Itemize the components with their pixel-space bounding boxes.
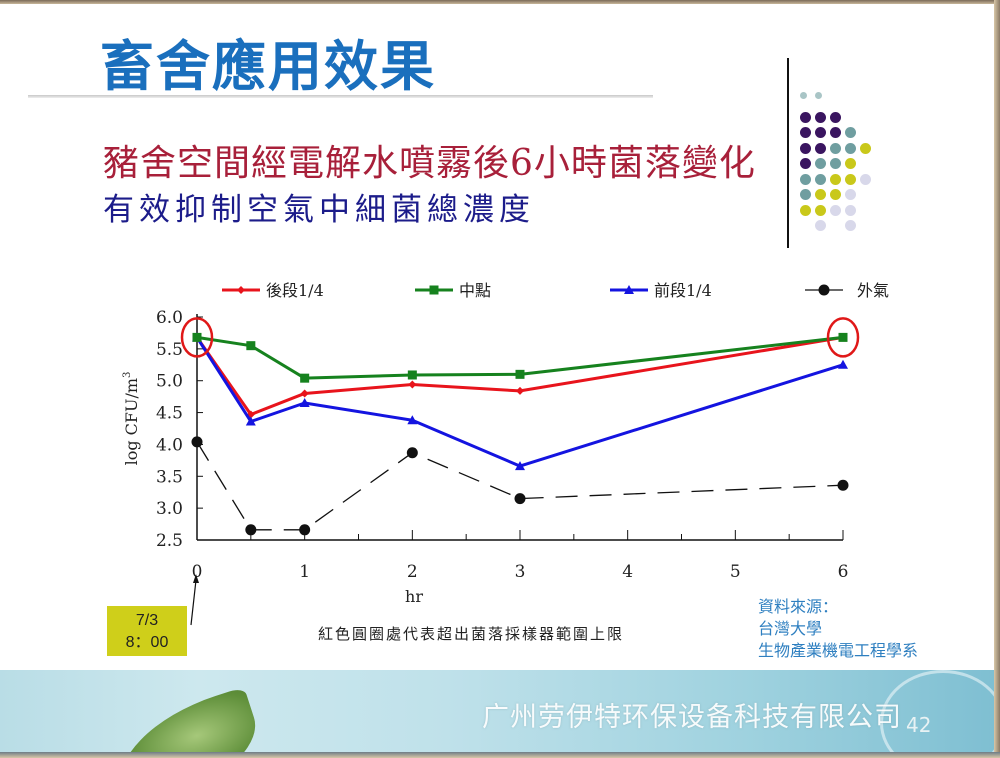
x-tick-label: 5: [730, 562, 741, 582]
leaf-image: [101, 686, 269, 752]
y-tick-label: 3.0: [156, 499, 183, 519]
start-time: 8：00: [125, 634, 169, 651]
decorative-dot: [815, 158, 826, 169]
start-date: 7/3: [135, 612, 159, 629]
x-tick-label: 3: [515, 562, 526, 582]
decorative-dot: [815, 142, 826, 154]
footer-banner: [0, 670, 994, 752]
chart-series: [191, 332, 849, 536]
decorative-dot: [815, 92, 822, 99]
decorative-dot: [845, 127, 856, 138]
decorative-dot: [815, 204, 826, 216]
decorative-dot: [800, 173, 811, 185]
decorative-dot: [800, 142, 811, 154]
decorative-dot: [830, 173, 841, 185]
line-chart: 後段1/4 中點 前段1/4 外氣 6.0 5.5 5.0 4.5 4.0 3.5 3.0 2.5 0…: [122, 281, 889, 626]
chart-legend: 後段1/4 中點 前段1/4 外氣: [222, 281, 889, 300]
source-university: 台灣大學: [758, 619, 823, 638]
decorative-vertical-rule: [787, 58, 789, 248]
y-tick-label: 2.5: [156, 531, 183, 551]
decorative-dot: [815, 111, 826, 123]
decorative-dot: [800, 189, 811, 200]
y-axis-label: log CFU/m3: [122, 372, 141, 466]
legend-label: 前段1/4: [654, 281, 712, 300]
decorative-dot: [830, 189, 841, 200]
decorative-dot: [815, 127, 826, 138]
chart-axes: 6.0 5.5 5.0 4.5 4.0 3.5 3.0 2.5 0 1 2 3 4 5 6 hr log CFU…: [122, 308, 848, 606]
slide-frame-right: [994, 0, 1000, 758]
legend-item: 外氣: [805, 281, 889, 300]
legend-label: 中點: [459, 281, 491, 300]
series-3: [191, 436, 849, 536]
decorative-dot: [830, 142, 841, 154]
decorative-dot: [800, 158, 811, 169]
decorative-dot: [830, 158, 841, 169]
source-department: 生物產業機電工程學系: [758, 641, 919, 660]
red-circle-note: 紅色圓圈處代表超出菌落採樣器範圍上限: [318, 625, 625, 643]
chart-annotations: [180, 317, 860, 626]
slide-subtitle: 豬舍空間經電解水噴霧後6小時菌落變化: [103, 143, 756, 184]
start-time-arrow: [190, 579, 197, 626]
decorative-dot: [815, 173, 826, 185]
y-tick-label: 4.0: [156, 435, 183, 455]
page-number: 42: [906, 713, 932, 737]
decorative-dot: [845, 220, 856, 231]
start-time-badge: 7/3 8：00: [107, 606, 187, 656]
water-ripple-image: [880, 670, 994, 752]
x-tick-label: 4: [622, 562, 633, 582]
source-label: 資料來源：: [758, 597, 839, 616]
decorative-dot: [845, 158, 856, 169]
data-source: 資料來源： 台灣大學 生物產業機電工程學系: [758, 596, 918, 662]
x-tick-label: 2: [407, 562, 418, 582]
decorative-dot: [800, 92, 807, 99]
y-tick-label: 6.0: [156, 308, 183, 328]
legend-item: 後段1/4: [222, 281, 324, 300]
decorative-dot: [830, 111, 841, 123]
legend-label: 後段1/4: [266, 281, 324, 300]
legend-label: 外氣: [857, 281, 889, 300]
y-tick-label: 4.5: [156, 404, 183, 424]
x-axis-label: hr: [405, 587, 423, 606]
decorative-dot: [860, 173, 871, 185]
decorative-dot: [815, 220, 826, 231]
red-circle-annotation: [826, 317, 860, 358]
decorative-dot: [830, 127, 841, 138]
x-tick-label: 1: [299, 562, 310, 582]
title-divider: [28, 95, 653, 98]
company-name: 广州劳伊特环保设备科技有限公司: [482, 702, 902, 733]
slide-frame-bottom: [0, 752, 1000, 758]
slide-title: 畜舍應用效果: [100, 35, 436, 98]
y-tick-label: 5.0: [156, 372, 183, 392]
decorative-dot: [800, 204, 811, 216]
decorative-dot: [830, 204, 841, 216]
decorative-dot: [815, 189, 826, 200]
slide-subtitle-2: 有效抑制空氣中細菌總濃度: [103, 192, 535, 228]
red-circle-annotation: [180, 317, 214, 358]
decorative-dot: [845, 204, 856, 216]
legend-item: 前段1/4: [610, 281, 712, 300]
y-tick-label: 5.5: [156, 340, 183, 360]
decorative-dot: [845, 142, 856, 154]
series-1: [192, 332, 848, 383]
decorative-dot: [845, 173, 856, 185]
decorative-dot: [860, 142, 871, 154]
slide-frame-top: [0, 0, 1000, 4]
x-tick-label: 6: [838, 562, 849, 582]
legend-item: 中點: [415, 281, 491, 300]
x-tick-label: 0: [192, 562, 203, 582]
decorative-dot: [800, 111, 811, 123]
decorative-dot: [845, 189, 856, 200]
decorative-dot: [800, 127, 811, 138]
y-tick-label: 3.5: [156, 467, 183, 487]
